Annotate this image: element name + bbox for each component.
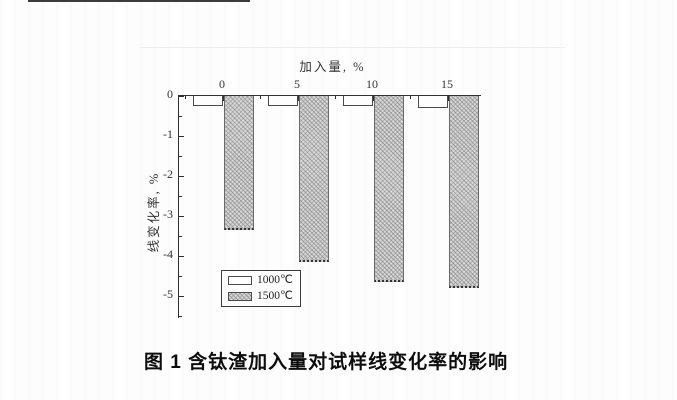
y-tick-label: -2 xyxy=(163,167,173,181)
x-major-tick xyxy=(297,96,299,101)
y-minor-tick xyxy=(179,155,182,157)
legend-label-1500c: 1500℃ xyxy=(257,289,293,302)
y-major-tick xyxy=(179,175,184,177)
bar-1500c-0 xyxy=(224,96,254,230)
x-tick-label: 10 xyxy=(366,77,378,91)
x-minor-tick xyxy=(335,96,336,99)
y-minor-tick xyxy=(179,315,182,317)
legend-swatch-1000c-icon xyxy=(228,276,252,286)
legend-label-1000c: 1000℃ xyxy=(257,274,293,286)
y-tick-label: -5 xyxy=(163,287,173,301)
bar-1000c-10 xyxy=(343,96,373,106)
bar-1500c-15 xyxy=(449,96,479,288)
y-minor-tick xyxy=(179,275,182,277)
x-tick-label: 5 xyxy=(294,77,300,91)
y-tick-label: 0 xyxy=(167,87,173,101)
x-tick-label: 15 xyxy=(441,77,453,91)
y-major-tick xyxy=(179,255,184,257)
x-major-tick xyxy=(372,96,374,101)
y-major-tick xyxy=(179,215,184,217)
y-minor-tick xyxy=(179,115,182,117)
legend-entry-1000c: 1000℃ xyxy=(228,274,293,287)
y-minor-tick xyxy=(179,235,182,237)
plot-area: 1000℃ 1500℃ xyxy=(178,95,481,318)
figure-caption: 图 1 含钛渣加入量对试样线变化率的影响 xyxy=(144,352,509,373)
x-minor-tick xyxy=(410,96,411,99)
bar-1500c-10 xyxy=(374,96,404,282)
x-minor-tick xyxy=(185,96,186,99)
legend-swatch-1500c-icon xyxy=(228,291,252,301)
y-major-tick xyxy=(179,135,184,137)
bar-1000c-0 xyxy=(193,96,223,106)
bar-1000c-15 xyxy=(418,96,448,108)
x-axis-title: 加入量, % xyxy=(299,60,366,74)
legend: 1000℃ 1500℃ xyxy=(221,270,301,307)
x-major-tick xyxy=(222,96,224,101)
scan-artifact-faint-rule xyxy=(140,47,565,48)
bar-1500c-5 xyxy=(299,96,329,262)
bar-1000c-5 xyxy=(268,96,298,106)
x-tick-label: 0 xyxy=(219,77,225,91)
y-tick-label: -4 xyxy=(163,247,173,261)
x-minor-tick xyxy=(260,96,261,99)
scan-artifact-top-line xyxy=(28,0,250,2)
y-tick-label: -1 xyxy=(163,127,173,141)
legend-entry-1500c: 1500℃ xyxy=(228,289,293,303)
y-major-tick xyxy=(179,95,184,97)
y-tick-label: -3 xyxy=(163,207,173,221)
y-major-tick xyxy=(179,295,184,297)
x-major-tick xyxy=(447,96,449,101)
y-minor-tick xyxy=(179,195,182,197)
